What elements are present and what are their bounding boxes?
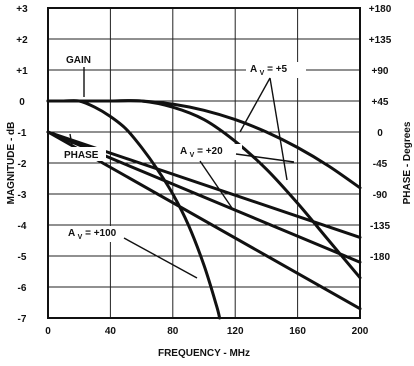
y-left-tick-label: -6 <box>18 283 27 294</box>
av20-label-bg <box>176 144 242 160</box>
y-left-tick-label: +3 <box>16 4 28 15</box>
av5-annotation: A V = +5 <box>250 64 288 78</box>
av100-sub: V <box>78 234 83 241</box>
y-left-tick-label: -1 <box>18 128 27 139</box>
pointer-av5-right <box>269 77 288 181</box>
y-left-tick-label: -3 <box>18 190 27 201</box>
y-left-tick-label: -2 <box>18 159 27 170</box>
y-left-tick-label: -4 <box>18 221 27 232</box>
phase-curve-av100 <box>46 130 362 311</box>
pointer-av20-left <box>199 160 233 209</box>
av20-value: = +20 <box>197 146 223 157</box>
av100-label-bg <box>66 226 138 242</box>
plot-frame <box>47 7 361 319</box>
y-right-tick-label: 0 <box>377 128 383 139</box>
x-tick-label: 200 <box>352 326 369 337</box>
x-tick-label: 120 <box>227 326 244 337</box>
y-right-tick-label: -45 <box>373 159 388 170</box>
y-right-tick-label: +180 <box>369 4 392 15</box>
av5-value: = +5 <box>267 64 287 75</box>
y-left-tick-label: +1 <box>16 66 28 77</box>
gain-curve-av20 <box>46 99 362 280</box>
phase-label-bg <box>62 147 106 161</box>
y-right-tick-label: +90 <box>372 66 389 77</box>
y-left-tick-label: -7 <box>18 314 27 325</box>
y-left-tick-label: -5 <box>18 252 27 263</box>
x-tick-label: 0 <box>45 326 51 337</box>
y-right-tick-label: -90 <box>373 190 388 201</box>
y-right-tick-label: -180 <box>370 252 390 263</box>
x-tick-label: 80 <box>167 326 179 337</box>
y-axis-left-label: MAGNITUDE - dB <box>6 122 17 205</box>
x-tick-label: 40 <box>105 326 117 337</box>
pointer-av100 <box>123 237 198 279</box>
y-right-tick-label: +135 <box>369 35 392 46</box>
av100-value: = +100 <box>85 228 117 239</box>
gain-annotation: GAIN <box>66 55 91 66</box>
gain-curve-av100 <box>46 99 222 320</box>
av100-annotation: A V = +100 <box>68 228 117 242</box>
y-right-tick-label: -135 <box>370 221 390 232</box>
gain-label-bg <box>64 52 100 66</box>
pointer-av5-left <box>239 77 271 133</box>
pointer-av20-right <box>235 153 295 163</box>
x-axis-label: FREQUENCY - MHz <box>158 348 250 359</box>
av5-label-bg <box>246 62 306 78</box>
y-left-tick-label: 0 <box>19 97 25 108</box>
x-tick-label: 160 <box>289 326 306 337</box>
av20-annotation: A V = +20 <box>180 146 223 160</box>
y-left-tick-label: +2 <box>16 35 28 46</box>
y-right-tick-label: +45 <box>372 97 389 108</box>
av5-a: A <box>250 64 257 75</box>
av100-a: A <box>68 228 75 239</box>
av20-a: A <box>180 146 187 157</box>
phase-annotation: PHASE <box>64 150 99 161</box>
av5-sub: V <box>260 70 265 77</box>
tick-labels: 0 40 80 120 160 200 +3 +2 +1 0 -1 -2 -3 -4 -5 -6 -7 +180 +… <box>16 4 391 337</box>
av20-sub: V <box>190 152 195 159</box>
y-axis-right-label: PHASE - Degrees <box>402 121 413 204</box>
pointer-phase <box>69 133 73 146</box>
curves <box>46 99 362 320</box>
